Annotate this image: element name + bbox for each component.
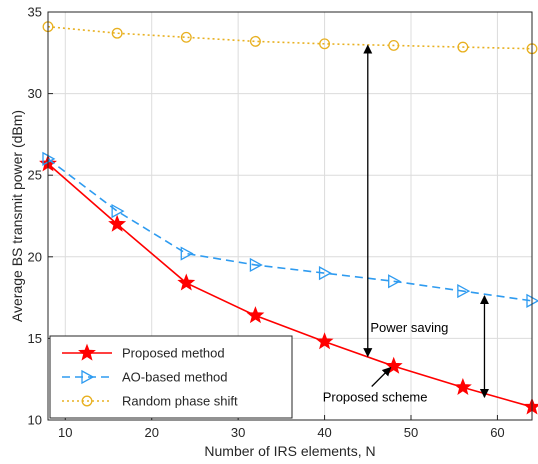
- series-2-point: [388, 274, 402, 289]
- legend-marker-2: [81, 369, 95, 385]
- legend-label-2: AO-based method: [122, 370, 228, 385]
- series-2-point: [111, 204, 125, 219]
- x-tick-label: 30: [231, 425, 245, 440]
- series-1-point: [177, 273, 196, 291]
- series-1-point: [384, 356, 403, 374]
- series-1-point: [108, 214, 127, 232]
- plot-frame: [47, 11, 533, 421]
- series-2-point: [249, 257, 263, 273]
- x-tick-label: 10: [58, 425, 72, 440]
- y-tick-label: 10: [28, 413, 42, 428]
- y-tick-label: 25: [28, 168, 42, 183]
- annotations: Power saving Proposed scheme: [323, 44, 490, 405]
- series-3-point: [319, 38, 331, 50]
- series-3-point: [180, 31, 192, 43]
- series-3-point: [388, 40, 400, 51]
- series-3-point: [111, 27, 123, 39]
- series-2-point: [457, 283, 471, 299]
- series-2-point: [180, 246, 194, 261]
- legend-label-1: Proposed method: [122, 346, 225, 361]
- legend: Proposed method AO-based method Random pha…: [49, 335, 293, 419]
- legend-label-3: Random phase shift: [122, 394, 238, 409]
- power-saving-label: Power saving: [370, 320, 448, 335]
- y-tick-label: 15: [28, 331, 42, 346]
- y-tick-label: 30: [28, 86, 42, 101]
- series-1-point: [315, 332, 334, 350]
- proposed-scheme-arrow: [371, 366, 392, 387]
- proposed-scheme-label: Proposed scheme: [323, 390, 428, 405]
- series-1-point: [246, 306, 265, 324]
- x-tick-label: 50: [404, 425, 418, 440]
- x-tick-label: 60: [490, 425, 504, 440]
- legend-marker-3: [81, 395, 93, 407]
- series-group: [39, 21, 538, 415]
- x-axis-label: Number of IRS elements, N: [204, 443, 375, 459]
- x-tick-label: 20: [144, 425, 158, 440]
- tick-labels: 10 20 30 40 50 60 10 15 20 25 30 35: [28, 5, 505, 441]
- y-tick-label: 20: [28, 249, 42, 264]
- series-3-point: [249, 35, 261, 47]
- series-3-point: [457, 41, 469, 53]
- y-tick-label: 35: [28, 5, 42, 20]
- series-line-2: [47, 158, 533, 302]
- series-line-3: [47, 25, 533, 50]
- x-tick-label: 40: [317, 425, 331, 440]
- legend-marker-1: [78, 343, 96, 361]
- series-1-point: [453, 377, 472, 395]
- series-line-1: [47, 163, 533, 408]
- series-2-point: [318, 266, 332, 281]
- y-axis-label: Average BS transmit power (dBm): [9, 110, 25, 322]
